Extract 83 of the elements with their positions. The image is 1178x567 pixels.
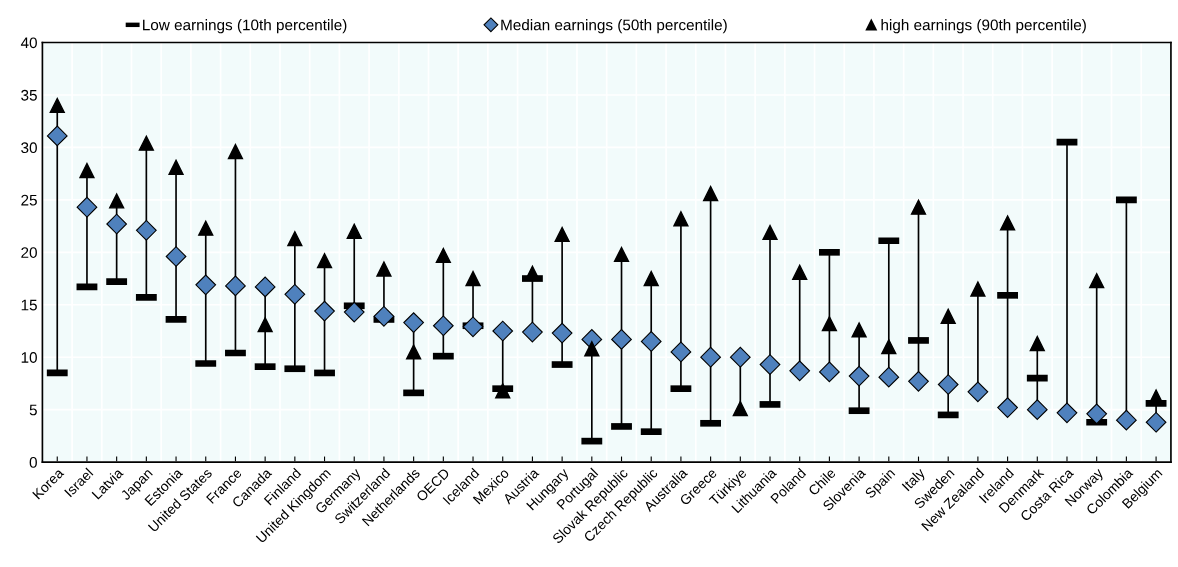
point <box>346 223 362 239</box>
point <box>1145 411 1167 433</box>
point <box>284 283 306 305</box>
point <box>138 135 154 151</box>
point <box>314 300 335 322</box>
point <box>640 331 662 352</box>
point <box>881 339 897 355</box>
point <box>673 211 689 227</box>
point <box>198 220 214 236</box>
point <box>1116 409 1137 431</box>
point <box>819 361 840 383</box>
point <box>584 341 600 357</box>
point <box>168 159 184 175</box>
point <box>1089 272 1105 289</box>
point <box>1056 402 1078 424</box>
point <box>522 321 543 343</box>
point <box>643 270 659 287</box>
point <box>762 224 778 241</box>
point <box>403 312 425 333</box>
point <box>554 226 570 243</box>
point <box>1029 335 1045 352</box>
point <box>109 193 125 209</box>
point <box>316 253 333 269</box>
y-tick-label: 20 <box>21 247 37 258</box>
point <box>376 261 392 277</box>
point <box>46 125 68 147</box>
point <box>257 317 273 333</box>
point <box>254 276 276 298</box>
y-tick-label: 30 <box>21 142 37 154</box>
legend-label: Median earnings (50th percentile) <box>501 19 727 34</box>
point <box>702 185 719 202</box>
y-tick-label: 10 <box>21 352 37 363</box>
y-tick-label: 15 <box>21 299 37 311</box>
point <box>343 301 365 323</box>
point <box>940 308 956 324</box>
point <box>465 270 481 287</box>
point <box>848 365 870 387</box>
point <box>435 247 451 264</box>
point <box>462 316 484 338</box>
point <box>908 370 929 392</box>
point <box>49 97 65 114</box>
y-tick-label: 35 <box>21 89 37 101</box>
point <box>613 246 630 263</box>
point <box>759 354 781 375</box>
point <box>165 246 187 267</box>
point <box>1086 403 1108 425</box>
point <box>821 316 838 332</box>
point <box>937 374 959 395</box>
legend-label: high earnings (90th percentile) <box>881 19 1086 34</box>
point <box>432 315 454 337</box>
point <box>227 143 244 160</box>
point <box>492 320 514 342</box>
point <box>729 346 751 368</box>
point <box>79 162 95 179</box>
y-tick-label: 40 <box>20 37 37 49</box>
point <box>611 329 632 350</box>
point <box>373 305 395 327</box>
point <box>551 322 573 344</box>
point <box>732 400 748 417</box>
point <box>405 344 422 360</box>
y-tick-label: 25 <box>21 194 37 206</box>
point <box>76 196 98 218</box>
point <box>970 281 986 297</box>
y-tick-label: 5 <box>29 404 37 416</box>
point <box>1026 399 1048 421</box>
point <box>670 341 692 363</box>
point <box>700 346 721 368</box>
point <box>135 219 157 241</box>
point <box>789 360 811 382</box>
point <box>195 274 217 296</box>
point <box>878 366 900 388</box>
point <box>792 264 808 280</box>
point <box>287 231 303 247</box>
point <box>997 397 1018 418</box>
point <box>910 199 927 215</box>
y-tick-label: 0 <box>29 456 37 468</box>
point <box>967 381 989 403</box>
point <box>106 213 128 235</box>
point <box>495 383 511 399</box>
legend-label: Low earnings (10th percentile) <box>143 19 347 34</box>
point <box>225 275 246 297</box>
point <box>999 215 1016 231</box>
point <box>851 322 867 338</box>
